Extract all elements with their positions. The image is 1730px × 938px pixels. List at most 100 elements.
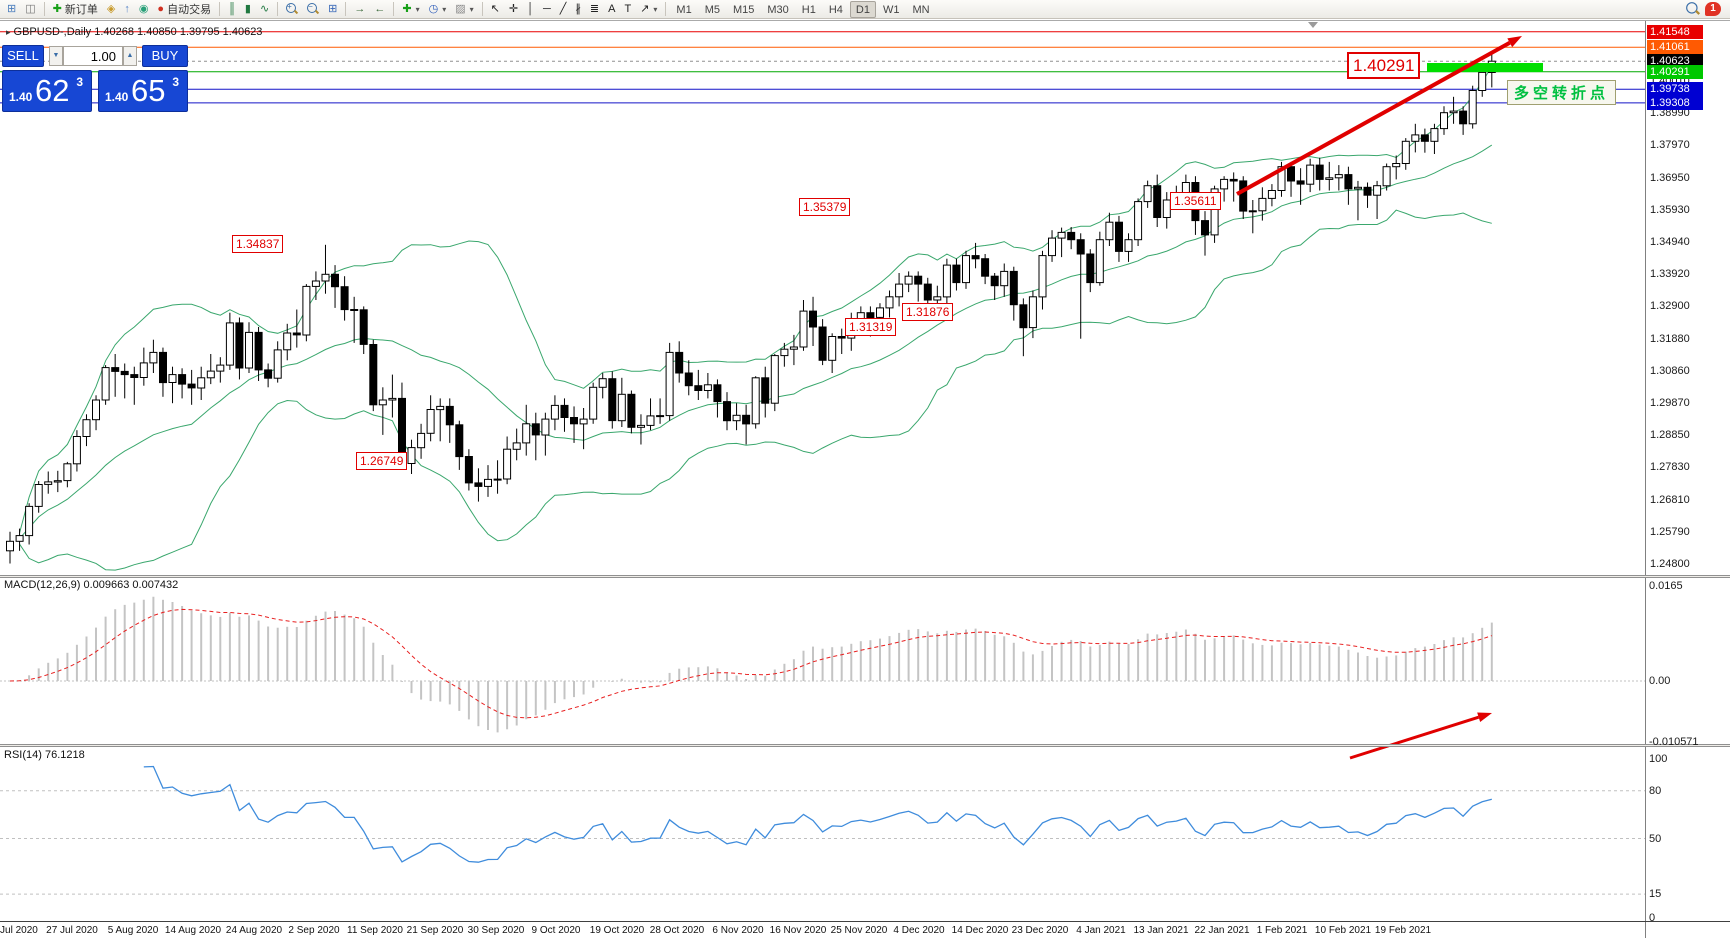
periods-button[interactable]: ◷ ▾ (425, 1, 451, 18)
date-tick: 24 Aug 2020 (225, 925, 283, 936)
chart-window: ▸ GBPUSD-,Daily 1.40268 1.40850 1.39795 1… (0, 20, 1730, 938)
chevron-down-icon: ▾ (415, 4, 420, 14)
price-annotation-1.34837[interactable]: 1.34837 (232, 235, 284, 253)
indicators-icon: ✚ (402, 2, 412, 15)
auto-scroll-button[interactable]: → (350, 1, 369, 18)
text-label-icon: T (624, 2, 632, 15)
timeframe-m1-button[interactable]: M1 (676, 3, 692, 16)
note-text-object[interactable]: 多空转折点 (1507, 80, 1617, 105)
volume-down-button[interactable]: ▼ (49, 46, 63, 66)
channel-button[interactable]: ∦ (571, 1, 585, 18)
chart-canvas[interactable] (0, 21, 1730, 938)
bollinger-bands (19, 66, 1493, 571)
ask-price-big: 65 (131, 73, 166, 108)
line-chart-button[interactable]: ∿ (256, 1, 273, 18)
timeframe-m15-button[interactable]: M15 (732, 3, 755, 16)
volume-up-button[interactable]: ▲ (123, 46, 137, 66)
periods-icon: ◷ (428, 2, 439, 15)
price-tick: 1.34940 (1650, 236, 1690, 248)
rsi-axis-tick: 15 (1649, 888, 1662, 900)
text-label-button[interactable]: T (620, 1, 635, 18)
price-annotation-1.35611[interactable]: 1.35611 (1170, 192, 1221, 210)
zoom-in-button[interactable]: + (282, 1, 302, 18)
candlestick-button[interactable]: ▮ (241, 1, 255, 18)
horizontal-line-button[interactable]: ─ (539, 1, 555, 18)
indicators-button[interactable]: ✚ ▾ (398, 1, 423, 18)
arrows-button[interactable]: ↗ ▾ (636, 1, 661, 18)
price-annotation-1.31319[interactable]: 1.31319 (845, 318, 897, 336)
tile-windows-button[interactable]: ⊞ (324, 1, 341, 18)
collapse-icon[interactable]: ▸ (6, 27, 11, 37)
macd-axis-tick: -0.010571 (1649, 736, 1699, 748)
macd-indicator-label: MACD(12,26,9) 0.009663 0.007432 (4, 579, 179, 591)
date-tick: 16 Nov 2020 (769, 925, 827, 936)
timeframe-d1-button[interactable]: D1 (849, 0, 876, 18)
trend-arrow-main[interactable] (1236, 36, 1522, 196)
new-chart-button[interactable]: ⊞ (3, 1, 20, 18)
highlight-bar[interactable] (1427, 63, 1543, 72)
zoom-out-button[interactable]: − (303, 1, 323, 18)
timeframe-h4-button[interactable]: H4 (828, 3, 843, 16)
publish-chart-icon: ↑ (124, 2, 130, 15)
price-tick: 1.38990 (1650, 107, 1690, 119)
macd-histogram (18, 596, 1493, 733)
buy-button[interactable]: BUY (142, 45, 188, 67)
price-annotation-1.31876[interactable]: 1.31876 (902, 303, 954, 321)
timeframe-h1-button[interactable]: H1 (801, 3, 816, 16)
auto-trading-icon: ● (157, 2, 165, 15)
price-annotation-1.35379[interactable]: 1.35379 (799, 198, 851, 216)
timeframe-w1-button[interactable]: W1 (882, 3, 900, 16)
macd-signal-line (9, 608, 1492, 719)
rsi-axis-tick: 80 (1649, 785, 1662, 797)
vertical-line-button[interactable]: │ (523, 1, 538, 18)
text-icon: A (608, 2, 616, 15)
bar-chart-button[interactable]: ║ (224, 1, 240, 18)
tile-windows-icon: ⊞ (328, 2, 338, 15)
price-annotation-1.40291[interactable]: 1.40291 (1347, 52, 1421, 79)
ask-quote[interactable]: 1.40 65 3 (98, 70, 188, 112)
cursor-button[interactable]: ↖ (487, 1, 504, 18)
price-tick: 1.27830 (1650, 461, 1690, 473)
auto-trading-button[interactable]: ● 自动交易 (153, 1, 215, 18)
price-tick: 1.28850 (1650, 429, 1690, 441)
trend-arrow-rsi[interactable] (1349, 712, 1492, 760)
crosshair-button[interactable]: ✛ (505, 1, 522, 18)
macd-panel-splitter[interactable] (0, 575, 1730, 578)
bid-quote[interactable]: 1.40 62 3 (2, 70, 92, 112)
templates-button[interactable]: ▨ ▾ (451, 1, 477, 18)
chart-shift-marker[interactable] (1308, 22, 1318, 28)
arrows-icon: ↗ (640, 2, 650, 15)
timeframe-m5-button[interactable]: M5 (704, 3, 720, 16)
timeframe-m30-button[interactable]: M30 (767, 3, 789, 16)
price-line-label: 1.41548 (1647, 25, 1703, 39)
date-tick: 30 Sep 2020 (467, 925, 525, 936)
zoom-out-icon: − (307, 2, 319, 15)
trendline-button[interactable]: ╱ (556, 1, 571, 18)
notification-badge[interactable]: 1 (1705, 2, 1721, 16)
publish-chart-button[interactable]: ↑ (120, 1, 134, 18)
chart-preview-button[interactable]: ◫ (21, 1, 39, 18)
toolbar-separator (345, 2, 347, 16)
price-annotation-1.26749[interactable]: 1.26749 (356, 452, 408, 470)
rsi-axis-tick: 100 (1649, 753, 1668, 765)
toolbar-separator (43, 2, 45, 16)
search-icon[interactable] (1686, 2, 1700, 16)
trendline-icon: ╱ (559, 2, 567, 15)
price-line-label: 1.40623 (1647, 54, 1703, 68)
sell-button[interactable]: SELL (2, 45, 44, 67)
timeframe-mn-button[interactable]: MN (912, 3, 930, 16)
date-tick: 10 Feb 2021 (1314, 925, 1372, 936)
objects-button[interactable]: ◈ (103, 1, 119, 18)
chart-shift-button[interactable]: ← (370, 1, 389, 18)
volume-input[interactable] (63, 46, 123, 66)
symbol-ohlc-text: GBPUSD-,Daily 1.40268 1.40850 1.39795 1.… (13, 26, 263, 38)
chart-title: ▸ GBPUSD-,Daily 1.40268 1.40850 1.39795 1… (6, 26, 262, 38)
macd-axis-tick: 0.0165 (1649, 580, 1683, 592)
signals-button[interactable]: ◉ (135, 1, 153, 18)
rsi-panel-splitter[interactable] (0, 744, 1730, 747)
fibonacci-button[interactable]: ≣ (586, 1, 603, 18)
channel-icon: ∦ (575, 2, 581, 15)
text-button[interactable]: A (604, 1, 619, 18)
new-order-button[interactable]: ✚ 新订单 (49, 1, 102, 18)
price-tick: 1.24800 (1650, 558, 1690, 570)
